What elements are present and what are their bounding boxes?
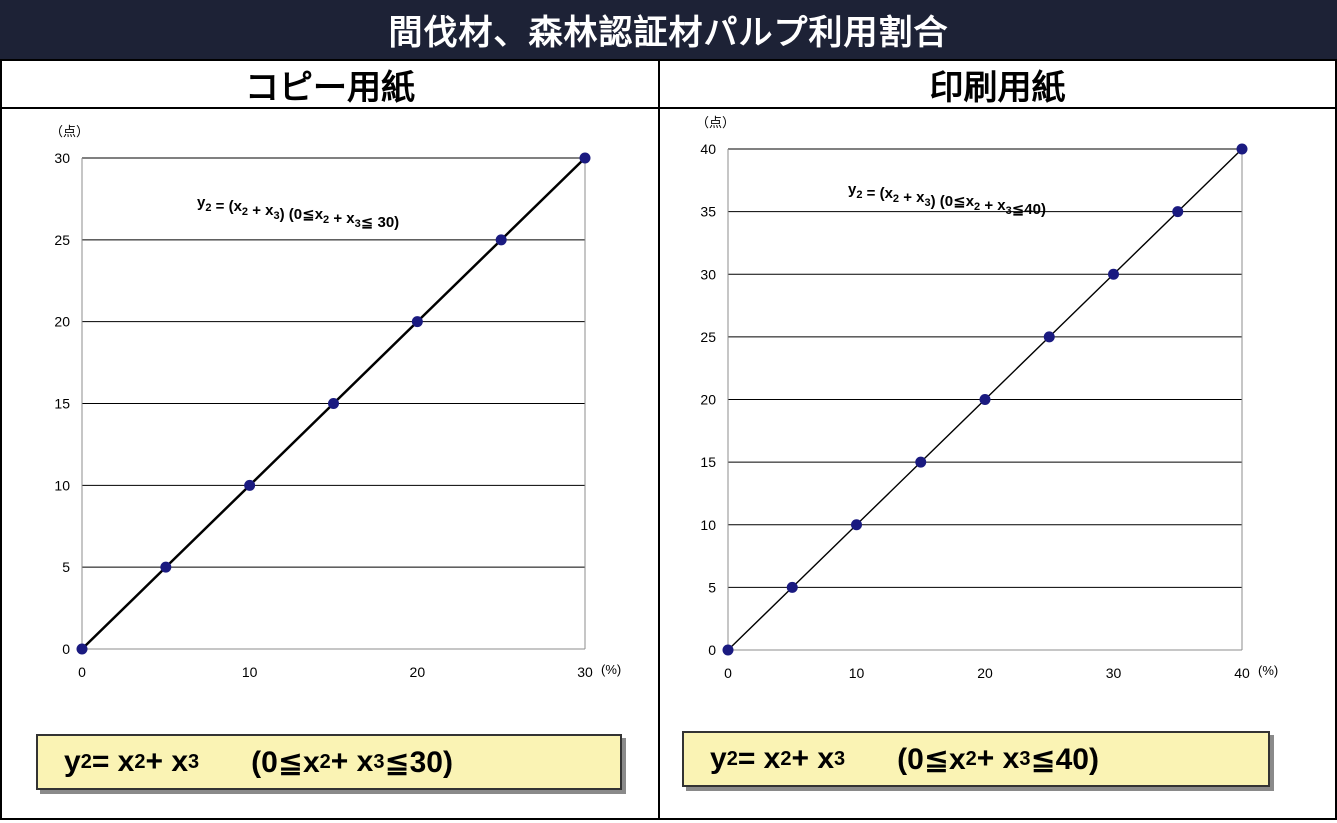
y-axis-unit-label: （点） (696, 115, 735, 130)
x-axis-unit-label: (%) (601, 662, 621, 677)
y-tick-label-40: 40 (700, 141, 716, 157)
y-tick-label-10: 10 (700, 517, 716, 533)
page-title: 間伐材、森林認証材パルプ利用割合 (0, 0, 1337, 59)
data-point-40 (1236, 143, 1248, 155)
x-axis-unit-label: (%) (1258, 663, 1278, 678)
chart-annotation: y2 = (x2 + x3) (0≦x2 + x3≦ 30) (197, 194, 399, 231)
panel-printing-paper: 印刷用紙 0 5 10 15 20 25 30 35 40 0 10 20 30 40 （点） (%) y2 =… (658, 59, 1337, 820)
data-point-20 (979, 394, 991, 405)
y-tick-label-20: 20 (700, 392, 716, 408)
y-tick-label-30: 30 (700, 266, 716, 282)
y-tick-label-25: 25 (700, 329, 716, 345)
data-point-0 (722, 644, 734, 656)
data-point-35 (1172, 206, 1184, 218)
y-tick-label-25: 25 (54, 232, 70, 248)
x-tick-label-0: 0 (724, 665, 732, 681)
y-tick-label-35: 35 (700, 204, 716, 220)
data-point-25 (1043, 331, 1055, 343)
data-point-0 (76, 643, 88, 655)
y-tick-label-5: 5 (62, 559, 70, 575)
y-tick-label-20: 20 (54, 314, 70, 330)
panel-copy-paper: コピー用紙 0 5 10 15 20 25 30 0 10 20 30 （点） (%) y2 = (x2 … (0, 59, 660, 820)
data-point-5 (786, 581, 798, 593)
data-point-30 (579, 152, 591, 164)
y-tick-label-15: 15 (700, 454, 716, 470)
y-tick-label-10: 10 (54, 477, 70, 493)
y-tick-label-0: 0 (708, 642, 716, 658)
x-tick-label-10: 10 (849, 665, 865, 681)
data-point-25 (495, 234, 507, 246)
data-point-20 (411, 316, 423, 328)
x-tick-label-40: 40 (1234, 665, 1250, 681)
x-tick-label-30: 30 (577, 664, 593, 680)
x-tick-label-30: 30 (1106, 665, 1122, 681)
y-tick-label-5: 5 (708, 579, 716, 595)
data-point-15 (915, 456, 927, 468)
panel-title-copy-paper: コピー用紙 (2, 61, 658, 109)
panels: コピー用紙 0 5 10 15 20 25 30 0 10 20 30 （点） (%) y2 = (x2 … (0, 59, 1337, 823)
y-axis-unit-label: （点） (50, 124, 89, 139)
panel-title-printing-paper: 印刷用紙 (660, 61, 1335, 109)
x-tick-label-0: 0 (78, 664, 86, 680)
x-tick-label-20: 20 (410, 664, 426, 680)
data-point-5 (160, 561, 172, 573)
y-tick-label-0: 0 (62, 641, 70, 657)
y-tick-label-30: 30 (54, 150, 70, 166)
y-tick-label-15: 15 (54, 396, 70, 412)
data-point-30 (1108, 268, 1119, 280)
chart-annotation: y2 = (x2 + x3) (0≦x2 + x3≦40) (848, 181, 1046, 218)
data-point-10 (851, 519, 862, 531)
chart-printing-paper: 0 5 10 15 20 25 30 35 40 0 10 20 30 40 （点） (%) y2 = (x2 … (696, 115, 1278, 681)
data-point-10 (244, 479, 256, 491)
x-tick-label-20: 20 (977, 665, 993, 681)
data-point-15 (328, 398, 339, 409)
chart-copy-paper: 0 5 10 15 20 25 30 0 10 20 30 （点） (%) y2 = (x2 + x3) … (50, 124, 621, 680)
x-tick-label-10: 10 (242, 664, 258, 680)
